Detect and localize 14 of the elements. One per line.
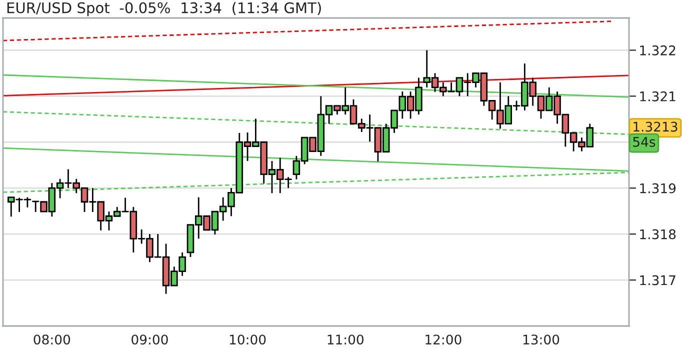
x-tick-label: 12:00 (426, 334, 462, 345)
y-tick-label: 1.321 (640, 91, 676, 102)
x-tick-label: 10:00 (230, 334, 266, 345)
x-tick-label: 11:00 (328, 334, 364, 345)
chart-title: EUR/USD Spot -0.05% 13:34 (11:34 GMT) (7, 2, 321, 16)
y-tick-label: 1.317 (640, 275, 676, 286)
x-tick-label: 13:00 (523, 334, 560, 345)
y-tick-label: 1.322 (640, 45, 676, 56)
y-tick-label: 1.319 (640, 183, 676, 194)
x-tick-label: 08:00 (34, 334, 70, 345)
text: 1.3213 (634, 122, 678, 132)
y-tick-label: 1.318 (640, 229, 676, 240)
text: 54s (633, 137, 656, 147)
x-tick-label: 09:00 (132, 334, 168, 345)
